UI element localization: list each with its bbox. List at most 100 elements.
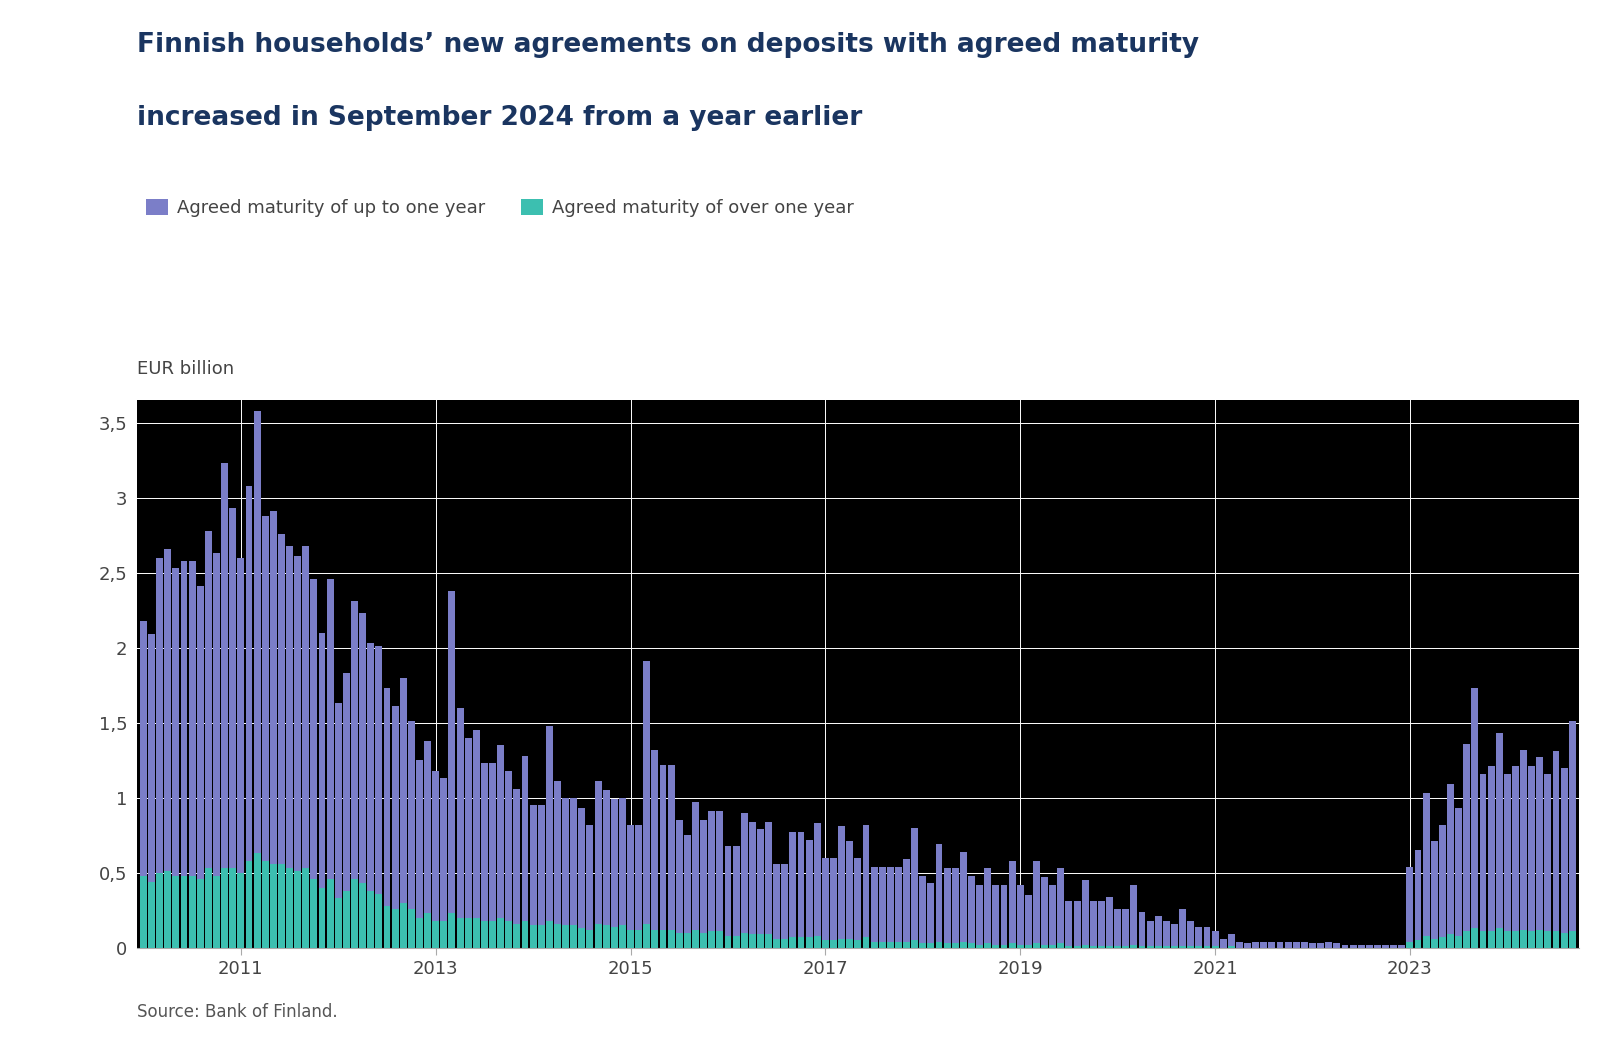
Bar	[733, 936, 739, 948]
Bar	[1017, 945, 1023, 948]
Bar	[1545, 774, 1551, 931]
Bar	[1487, 931, 1495, 948]
Bar	[205, 531, 211, 868]
Bar	[237, 558, 245, 873]
Bar	[229, 868, 237, 948]
Bar	[838, 827, 846, 938]
Bar	[351, 601, 358, 878]
Bar	[814, 936, 820, 948]
Bar	[343, 673, 350, 891]
Bar	[1358, 945, 1365, 948]
Bar	[140, 620, 147, 876]
Bar	[936, 941, 942, 948]
Bar	[1073, 901, 1081, 947]
Bar	[1561, 933, 1568, 948]
Bar	[651, 750, 659, 930]
Bar	[1049, 945, 1057, 948]
Bar	[635, 824, 643, 930]
Bar	[806, 839, 812, 937]
Bar	[1228, 934, 1234, 947]
Bar	[806, 937, 812, 948]
Bar	[765, 821, 772, 934]
Bar	[490, 763, 496, 920]
Bar	[920, 876, 926, 943]
Bar	[1220, 938, 1226, 948]
Bar	[952, 943, 959, 948]
Bar	[180, 560, 187, 876]
Bar	[1171, 923, 1178, 947]
Bar	[367, 643, 374, 891]
Bar	[343, 891, 350, 948]
Bar	[603, 926, 609, 948]
Bar	[976, 945, 983, 948]
Bar	[693, 930, 699, 948]
Bar	[448, 913, 456, 948]
Bar	[709, 931, 715, 948]
Bar	[830, 858, 838, 940]
Bar	[888, 867, 894, 941]
Bar	[594, 923, 601, 948]
Bar	[984, 943, 991, 948]
Bar	[1318, 943, 1324, 948]
Bar	[846, 841, 854, 938]
Bar	[1025, 895, 1031, 945]
Bar	[870, 941, 878, 948]
Bar	[1081, 945, 1089, 948]
Bar	[416, 760, 424, 918]
Bar	[838, 938, 846, 948]
Bar	[164, 871, 171, 948]
Bar	[562, 926, 569, 948]
Bar	[1561, 768, 1568, 933]
Bar	[1447, 784, 1455, 934]
Bar	[514, 923, 520, 948]
Bar	[1513, 931, 1519, 948]
Bar	[822, 940, 828, 948]
Bar	[928, 883, 934, 943]
Bar	[424, 740, 432, 913]
Bar	[400, 902, 406, 948]
Bar	[156, 558, 163, 873]
Bar	[578, 809, 585, 928]
Bar	[367, 891, 374, 948]
Bar	[391, 707, 398, 909]
Bar	[1537, 757, 1543, 930]
Bar	[773, 863, 780, 938]
Bar	[1569, 931, 1576, 948]
Bar	[1406, 941, 1413, 948]
Bar	[725, 936, 731, 948]
Bar	[295, 871, 301, 948]
Bar	[1529, 767, 1535, 931]
Bar	[172, 876, 179, 948]
Bar	[1057, 868, 1065, 943]
Bar	[651, 930, 659, 948]
Bar	[675, 933, 683, 948]
Bar	[229, 509, 237, 868]
Bar	[1406, 867, 1413, 941]
Bar	[245, 860, 253, 948]
Bar	[148, 881, 155, 948]
Bar	[1244, 943, 1252, 948]
Bar	[701, 933, 707, 948]
Bar	[1073, 947, 1081, 948]
Bar	[1065, 901, 1073, 947]
Bar	[976, 885, 983, 945]
Bar	[1195, 927, 1202, 947]
Bar	[213, 553, 221, 876]
Bar	[1431, 841, 1437, 938]
Bar	[944, 868, 950, 943]
Bar	[538, 806, 545, 926]
Bar	[1017, 885, 1023, 945]
Bar	[1131, 945, 1137, 948]
Bar	[936, 845, 942, 941]
Bar	[522, 920, 528, 948]
Bar	[221, 868, 229, 948]
Bar	[440, 920, 448, 948]
Bar	[1553, 931, 1559, 948]
Bar	[279, 863, 285, 948]
Bar	[424, 913, 432, 948]
Bar	[1487, 767, 1495, 931]
Bar	[327, 579, 333, 878]
Bar	[416, 918, 424, 948]
Bar	[1252, 941, 1260, 948]
Text: EUR billion: EUR billion	[137, 360, 234, 378]
